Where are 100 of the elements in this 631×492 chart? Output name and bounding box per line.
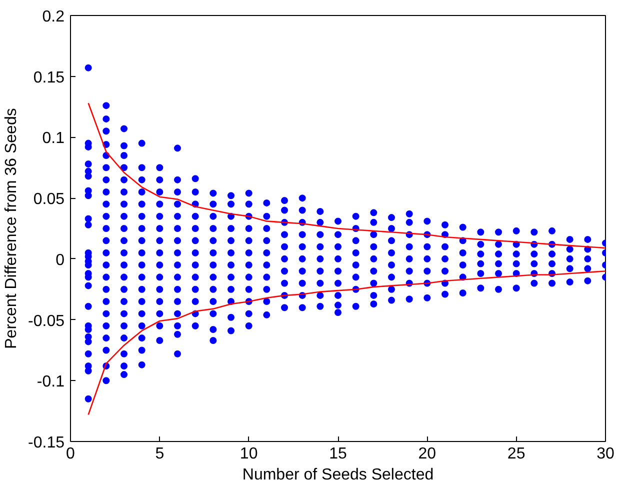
point (281, 255, 288, 262)
point (120, 188, 128, 196)
point (210, 274, 217, 281)
point (174, 310, 181, 318)
point (334, 255, 342, 262)
point (442, 255, 448, 262)
point (370, 300, 378, 308)
point (84, 367, 92, 374)
point (512, 260, 520, 268)
point (495, 228, 502, 236)
point (512, 284, 520, 292)
point (298, 268, 306, 275)
point (370, 243, 378, 250)
point (174, 225, 181, 232)
point (281, 304, 288, 312)
point (316, 268, 324, 275)
point (210, 310, 217, 318)
point (442, 221, 448, 228)
point (245, 237, 252, 244)
point (334, 292, 342, 299)
y-tick-label: 0.15 (33, 69, 65, 86)
point (138, 225, 146, 232)
point (228, 249, 234, 256)
point (548, 227, 556, 234)
point (210, 326, 217, 334)
point (477, 260, 484, 268)
point (245, 274, 252, 281)
point (120, 176, 128, 184)
point (156, 249, 164, 256)
point (174, 237, 181, 244)
point (156, 200, 164, 208)
y-axis-title: Percent Difference from 36 Seeds (3, 108, 20, 349)
point (210, 298, 217, 306)
point (102, 286, 110, 293)
point (245, 310, 252, 318)
point (192, 225, 199, 232)
point (584, 277, 592, 284)
point (84, 172, 92, 180)
point (84, 282, 92, 290)
point (138, 274, 146, 281)
point (192, 298, 199, 306)
point (530, 260, 538, 268)
point (566, 278, 574, 286)
point (316, 243, 324, 250)
point (138, 310, 146, 318)
point (424, 294, 431, 302)
point (352, 212, 360, 220)
point (120, 212, 128, 220)
point (477, 250, 484, 258)
point (120, 262, 128, 269)
point (316, 280, 324, 287)
point (120, 249, 128, 256)
x-tick-label: 0 (66, 446, 76, 462)
point (192, 286, 199, 293)
point (138, 200, 146, 208)
point (298, 304, 306, 312)
y-tick-label: 0 (56, 252, 65, 269)
point (84, 338, 92, 346)
point (442, 243, 448, 250)
point (174, 200, 181, 208)
y-tick-label: -0.1 (36, 374, 65, 391)
point (281, 197, 288, 204)
point (548, 260, 556, 268)
point (245, 322, 252, 330)
point (210, 190, 217, 197)
point (228, 327, 234, 334)
point (298, 243, 306, 250)
point (156, 176, 164, 184)
point (174, 176, 181, 184)
point (156, 212, 164, 220)
point (102, 102, 110, 110)
point (263, 225, 270, 232)
point (120, 310, 128, 318)
point (548, 250, 556, 258)
point (192, 322, 199, 330)
point (174, 286, 181, 293)
point (263, 311, 270, 318)
point (316, 302, 324, 310)
point (138, 164, 146, 172)
point (459, 224, 466, 231)
point (459, 249, 466, 256)
point (210, 249, 217, 256)
point (210, 237, 217, 244)
point (120, 371, 128, 378)
point (263, 298, 270, 306)
x-tick-label: 15 (329, 446, 347, 462)
point (210, 225, 217, 232)
point (388, 214, 395, 222)
point (102, 274, 110, 281)
point (281, 243, 288, 250)
point (120, 200, 128, 208)
point (174, 212, 181, 220)
point (442, 290, 448, 298)
point (120, 334, 128, 342)
point (459, 290, 466, 297)
point (156, 322, 164, 330)
point (192, 212, 199, 220)
point (388, 296, 395, 304)
point (406, 296, 413, 303)
point (406, 210, 413, 218)
